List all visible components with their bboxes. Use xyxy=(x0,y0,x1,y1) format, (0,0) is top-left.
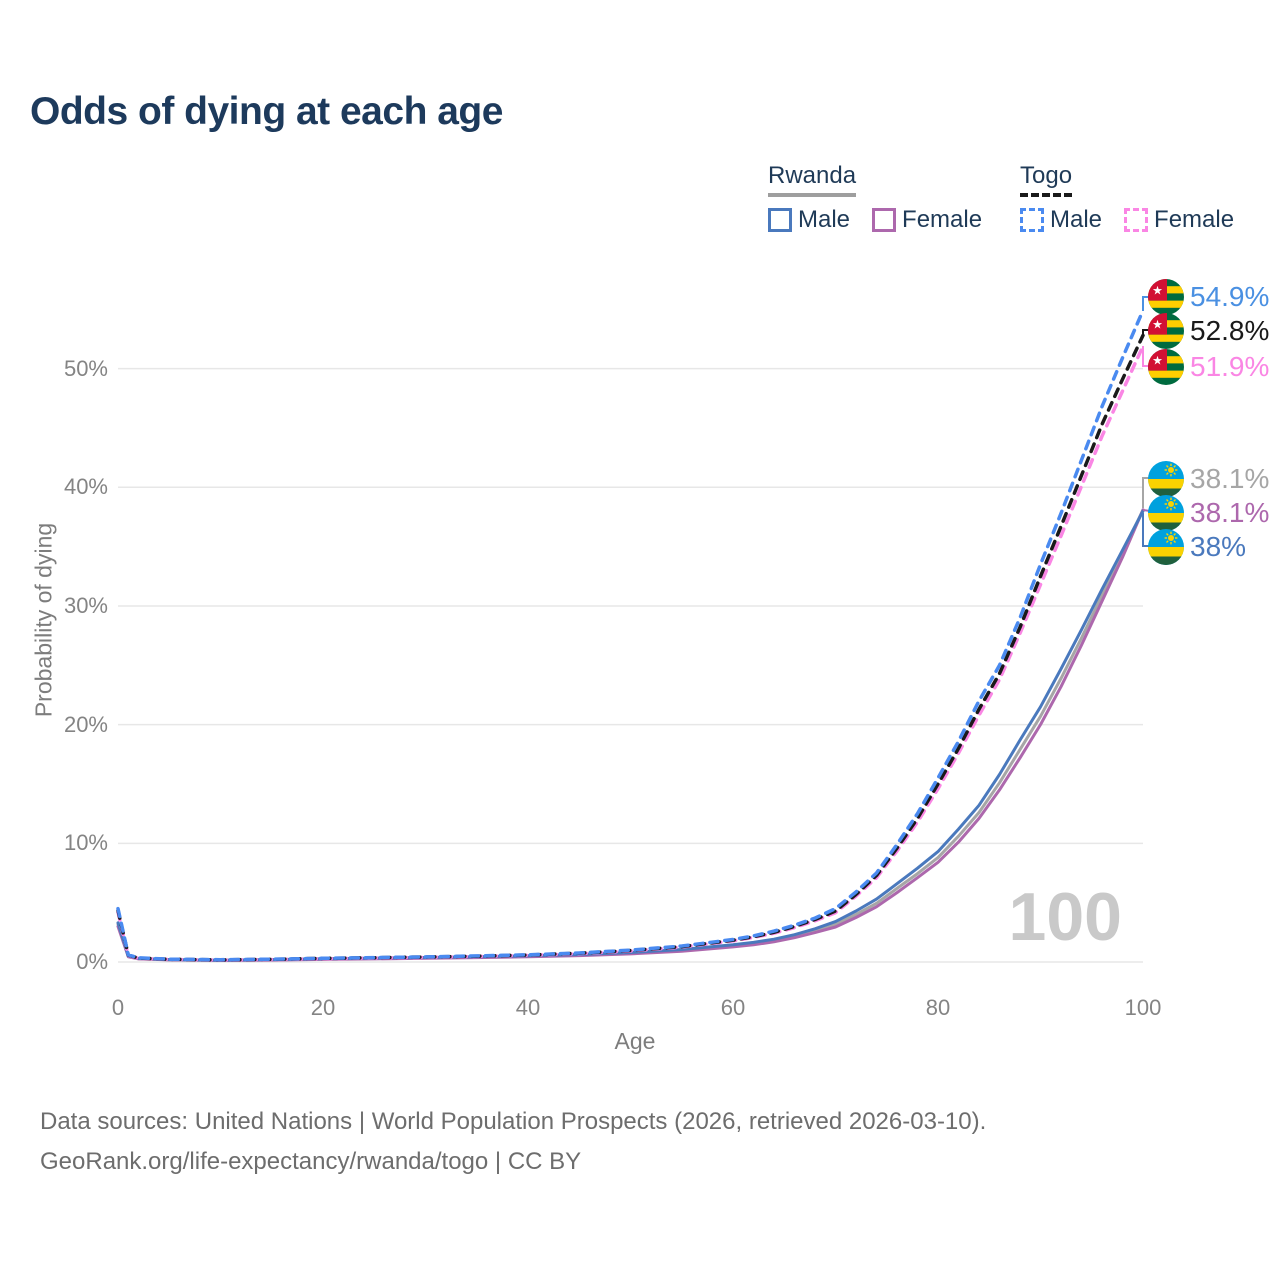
end-label-value: 38.1% xyxy=(1190,497,1270,528)
togo-flag-icon xyxy=(1148,313,1184,349)
end-label-togo-both: 52.8% xyxy=(1148,312,1269,350)
legend-header-togo: Togo xyxy=(1020,162,1073,197)
legend-item-rwanda-female[interactable]: Female xyxy=(872,206,982,234)
legend-group-togo: Togo Male Female xyxy=(1020,162,1234,234)
end-label-value: 38.1% xyxy=(1190,463,1270,494)
legend-item-rwanda-male[interactable]: Male xyxy=(768,206,850,234)
end-label-value: 51.9% xyxy=(1190,351,1270,382)
line-swatch-icon xyxy=(768,208,792,232)
y-tick-20: 20% xyxy=(63,712,108,737)
end-label-value: 38% xyxy=(1190,531,1247,562)
rwanda-flag-icon xyxy=(1148,495,1184,531)
legend-item-togo-male[interactable]: Male xyxy=(1020,206,1102,234)
x-tick-60: 60 xyxy=(720,995,746,1020)
end-label-rwanda-both: 38.1% xyxy=(1148,460,1269,498)
legend-item-label: Male xyxy=(798,206,851,233)
line-swatch-icon xyxy=(872,208,897,232)
togo-flag-icon xyxy=(1148,349,1184,385)
end-label-rwanda-male: 38% xyxy=(1148,528,1246,566)
x-tick-100: 100 xyxy=(1124,995,1162,1020)
legend-item-label: Female xyxy=(1154,206,1235,233)
y-tick-0: 0% xyxy=(76,949,108,974)
legend-item-label: Female xyxy=(902,206,983,233)
x-tick-20: 20 xyxy=(310,995,336,1020)
x-tick-80: 80 xyxy=(925,995,951,1020)
legend-row-rwanda: Male Female xyxy=(768,206,982,234)
line-swatch-icon xyxy=(1124,208,1149,232)
end-label-togo-female: 51.9% xyxy=(1148,348,1269,386)
footer-data-sources: Data sources: United Nations | World Pop… xyxy=(40,1108,987,1135)
page-title: Odds of dying at each age xyxy=(30,90,503,133)
footer-attribution: GeoRank.org/life-expectancy/rwanda/togo … xyxy=(40,1148,582,1175)
y-tick-40: 40% xyxy=(63,474,108,499)
x-axis-title: Age xyxy=(614,1028,656,1054)
y-tick-30: 30% xyxy=(63,593,108,618)
x-tick-40: 40 xyxy=(515,995,541,1020)
x-tick-0: 0 xyxy=(111,995,125,1020)
legend-row-togo: Male Female xyxy=(1020,206,1234,234)
legend-item-label: Male xyxy=(1050,206,1103,233)
end-label-value: 52.8% xyxy=(1190,315,1270,346)
legend-item-togo-female[interactable]: Female xyxy=(1124,206,1234,234)
rwanda-flag-icon xyxy=(1148,529,1184,565)
legend-group-rwanda: Rwanda Male Female xyxy=(768,162,982,234)
end-label-value: 54.9% xyxy=(1190,281,1270,312)
y-tick-10: 10% xyxy=(63,830,108,855)
age-watermark: 100 xyxy=(1008,879,1122,955)
togo-flag-icon xyxy=(1148,279,1184,315)
y-tick-50: 50% xyxy=(63,356,108,381)
line-swatch-icon xyxy=(1020,208,1044,232)
rwanda-flag-icon xyxy=(1148,461,1184,497)
end-label-rwanda-female: 38.1% xyxy=(1148,494,1269,532)
end-label-togo-male: 54.9% xyxy=(1148,278,1269,316)
y-axis-title: Probability of dying xyxy=(30,522,57,718)
legend-header-rwanda: Rwanda xyxy=(768,162,857,197)
